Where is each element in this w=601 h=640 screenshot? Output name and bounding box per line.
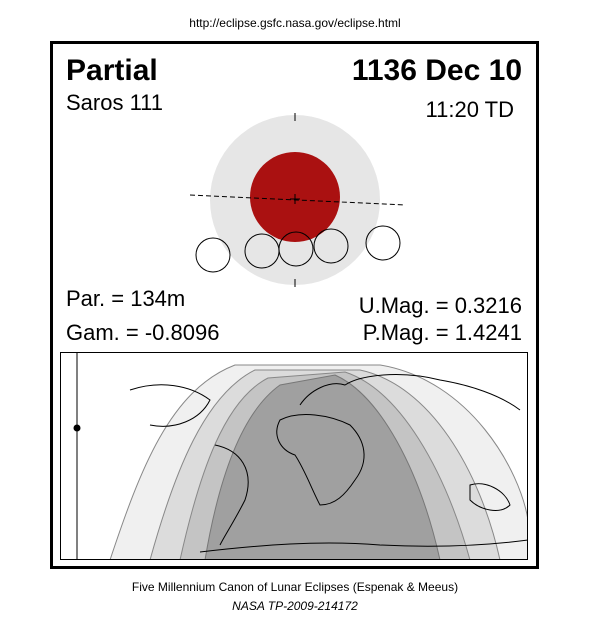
moon [365,225,401,261]
coastlines [129,374,528,553]
gam: Gam. = -0.8096 [66,320,219,345]
map-border [60,352,528,560]
pmag: P.Mag. = 1.4241 [363,320,522,345]
eclipse-type: Partial [66,54,158,87]
moon [313,228,349,264]
eclipse-date: 1136 Dec 10 [352,54,522,87]
moon [278,231,314,267]
time: 11:20 TD [426,97,514,122]
umag: U.Mag. = 0.3216 [359,293,522,318]
subsolar-point [73,424,81,432]
par: Par. = 134m [66,286,185,311]
eclipse-geometry [189,113,406,287]
zone-4 [204,374,441,560]
moon-path [189,194,406,206]
footer-line2: NASA TP-2009-214172 [232,599,358,613]
saros: Saros 111 [66,90,163,115]
visibility-map [60,352,528,560]
url: http://eclipse.gsfc.nasa.gov/eclipse.htm… [189,16,400,30]
moon-positions [195,225,401,273]
footer-line1: Five Millennium Canon of Lunar Eclipses … [132,580,458,594]
moon [195,237,231,273]
